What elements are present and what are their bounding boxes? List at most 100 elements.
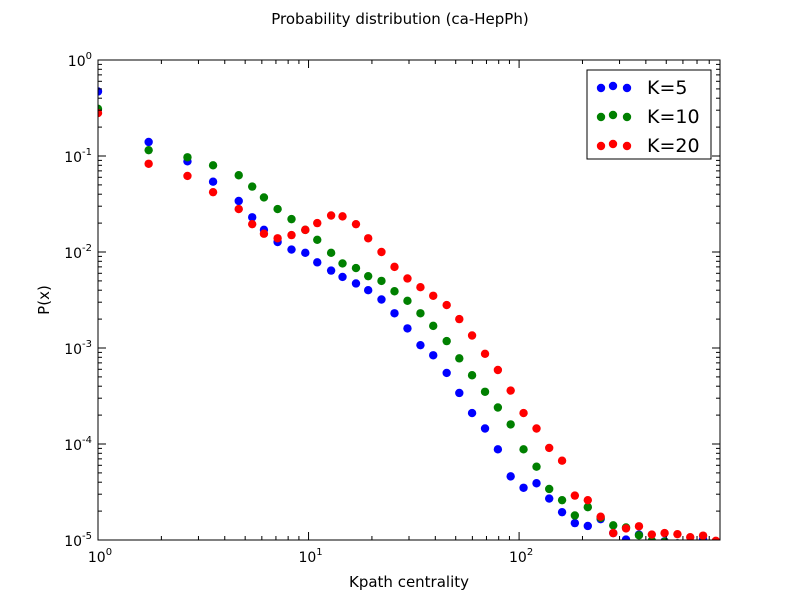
data-point: [326, 248, 336, 258]
x-tick-label: 102: [509, 547, 533, 566]
data-point: [506, 420, 515, 429]
data-point: [493, 445, 503, 454]
x-axis-label: Kpath centrality: [349, 573, 469, 591]
data-point: [287, 245, 296, 254]
data-point: [429, 351, 438, 360]
data-point: [467, 331, 477, 340]
data-point: [403, 324, 412, 333]
data-point: [363, 286, 373, 295]
data-point: [416, 340, 425, 350]
data-point: [647, 530, 657, 539]
legend-label: K=10: [647, 106, 700, 128]
data-point: [493, 403, 503, 412]
legend-marker: [608, 139, 618, 149]
data-point: [208, 177, 218, 186]
data-point: [301, 248, 310, 258]
data-point: [183, 153, 192, 162]
data-point: [583, 495, 592, 505]
data-point: [545, 494, 554, 503]
data-point: [208, 187, 218, 197]
data-point: [403, 296, 412, 306]
data-point: [532, 479, 541, 488]
data-point: [429, 321, 438, 331]
data-point: [351, 279, 361, 288]
data-point: [660, 528, 669, 538]
data-point: [313, 258, 322, 267]
data-point: [338, 212, 347, 221]
legend-marker: [596, 141, 606, 151]
data-point: [711, 536, 720, 540]
data-point: [287, 230, 296, 240]
x-tick-label: 100: [88, 547, 112, 566]
data-point: [144, 145, 153, 155]
y-tick-label: 10-1: [64, 147, 92, 166]
data-point: [326, 211, 336, 220]
data-point: [259, 193, 269, 202]
data-point: [557, 495, 567, 505]
data-point: [480, 349, 490, 359]
data-point: [416, 309, 425, 318]
legend-marker: [622, 141, 632, 151]
data-point: [557, 507, 567, 517]
data-point: [234, 204, 243, 214]
data-point: [363, 234, 373, 243]
legend-label: K=5: [647, 77, 687, 99]
data-point: [248, 213, 257, 222]
data-point: [301, 225, 310, 235]
data-point: [390, 309, 399, 318]
data-point: [442, 300, 451, 310]
data-point: [351, 219, 361, 229]
data-point: [273, 204, 282, 214]
data-point: [234, 196, 243, 206]
data-point: [621, 524, 631, 533]
data-point: [570, 518, 580, 528]
data-point: [506, 472, 515, 481]
data-point: [686, 532, 695, 540]
data-point: [545, 443, 554, 453]
data-point: [506, 386, 515, 395]
legend-marker: [596, 112, 606, 122]
data-point: [609, 528, 618, 538]
data-point: [442, 368, 451, 378]
y-tick-label: 10-3: [64, 339, 92, 358]
plot-frame: [97, 59, 721, 541]
data-point: [480, 424, 490, 433]
y-tick-label: 10-2: [64, 243, 92, 262]
data-point: [248, 182, 257, 191]
data-point: [429, 291, 438, 300]
data-point: [403, 274, 412, 283]
data-point: [442, 336, 451, 346]
data-point: [377, 276, 386, 286]
data-point: [467, 371, 477, 380]
data-point: [313, 218, 322, 228]
data-point: [634, 522, 644, 531]
y-tick-label: 10-5: [64, 531, 92, 550]
data-point: [493, 365, 503, 375]
data-point: [480, 387, 490, 396]
data-point: [273, 234, 282, 243]
data-point: [455, 388, 464, 398]
legend-label: K=20: [647, 135, 700, 157]
data-point: [338, 259, 347, 268]
x-tick-label: 101: [298, 547, 322, 566]
data-point: [557, 456, 567, 465]
data-point: [634, 531, 644, 540]
data-point: [609, 521, 618, 530]
data-point: [208, 161, 218, 170]
legend: K=5 K=10 K=20: [586, 69, 712, 160]
data-point: [259, 229, 269, 238]
data-point: [390, 262, 399, 272]
data-point: [698, 531, 708, 540]
data-point: [377, 295, 386, 304]
legend-marker: [608, 81, 618, 91]
data-point: [234, 171, 243, 180]
data-point: [455, 354, 464, 363]
data-point: [467, 408, 477, 418]
y-tick-label: 100: [68, 51, 92, 70]
legend-marker: [622, 112, 632, 122]
data-point: [455, 314, 464, 324]
data-point: [416, 282, 425, 292]
data-point: [98, 108, 103, 118]
data-point: [363, 271, 373, 281]
